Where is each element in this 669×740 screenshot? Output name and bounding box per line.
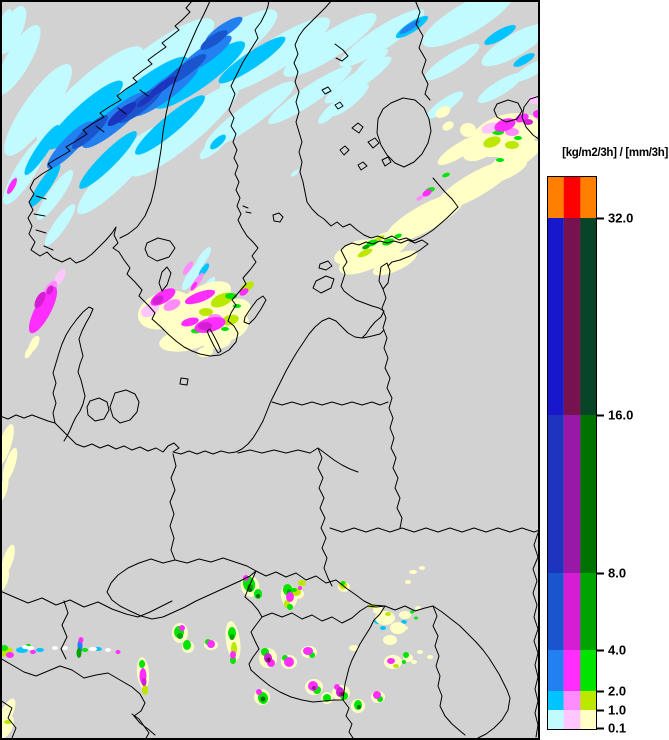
legend-tick-2: 2.0 xyxy=(597,684,626,699)
precipitation-map xyxy=(0,0,540,740)
tick-dash xyxy=(597,414,604,416)
tick-dash xyxy=(597,217,604,219)
coastlines-and-borders xyxy=(0,0,540,739)
legend-tick-8: 8.0 xyxy=(597,566,626,581)
tick-dash xyxy=(597,727,604,729)
legend-tick-32: 32.0 xyxy=(597,211,633,226)
legend-tick-4: 4.0 xyxy=(597,643,626,658)
legend-tick-01: 0.1 xyxy=(597,721,626,736)
legend-tick-1: 1.0 xyxy=(597,703,626,718)
legend-tick-16: 16.0 xyxy=(597,408,633,423)
tick-dash xyxy=(597,709,604,711)
legend-ticks: 32.0 16.0 8.0 4.0 2.0 1.0 0.1 xyxy=(597,176,669,736)
legend-colorbar xyxy=(547,176,597,730)
precipitation-areas xyxy=(0,0,540,740)
tick-dash xyxy=(597,690,604,692)
tick-dash xyxy=(597,572,604,574)
legend-panel: [kg/m2/3h] / [mm/3h] 32.0 16.0 8.0 4.0 2… xyxy=(540,0,669,740)
map-frame xyxy=(0,0,540,740)
tick-dash xyxy=(597,649,604,651)
legend-title: [kg/m2/3h] / [mm/3h] xyxy=(562,147,668,159)
